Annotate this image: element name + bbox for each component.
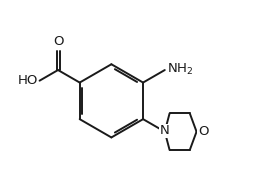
Text: N: N	[160, 124, 170, 137]
Text: NH$_2$: NH$_2$	[167, 61, 193, 77]
Text: HO: HO	[18, 74, 38, 87]
Text: O: O	[198, 125, 208, 138]
Text: O: O	[54, 35, 64, 48]
